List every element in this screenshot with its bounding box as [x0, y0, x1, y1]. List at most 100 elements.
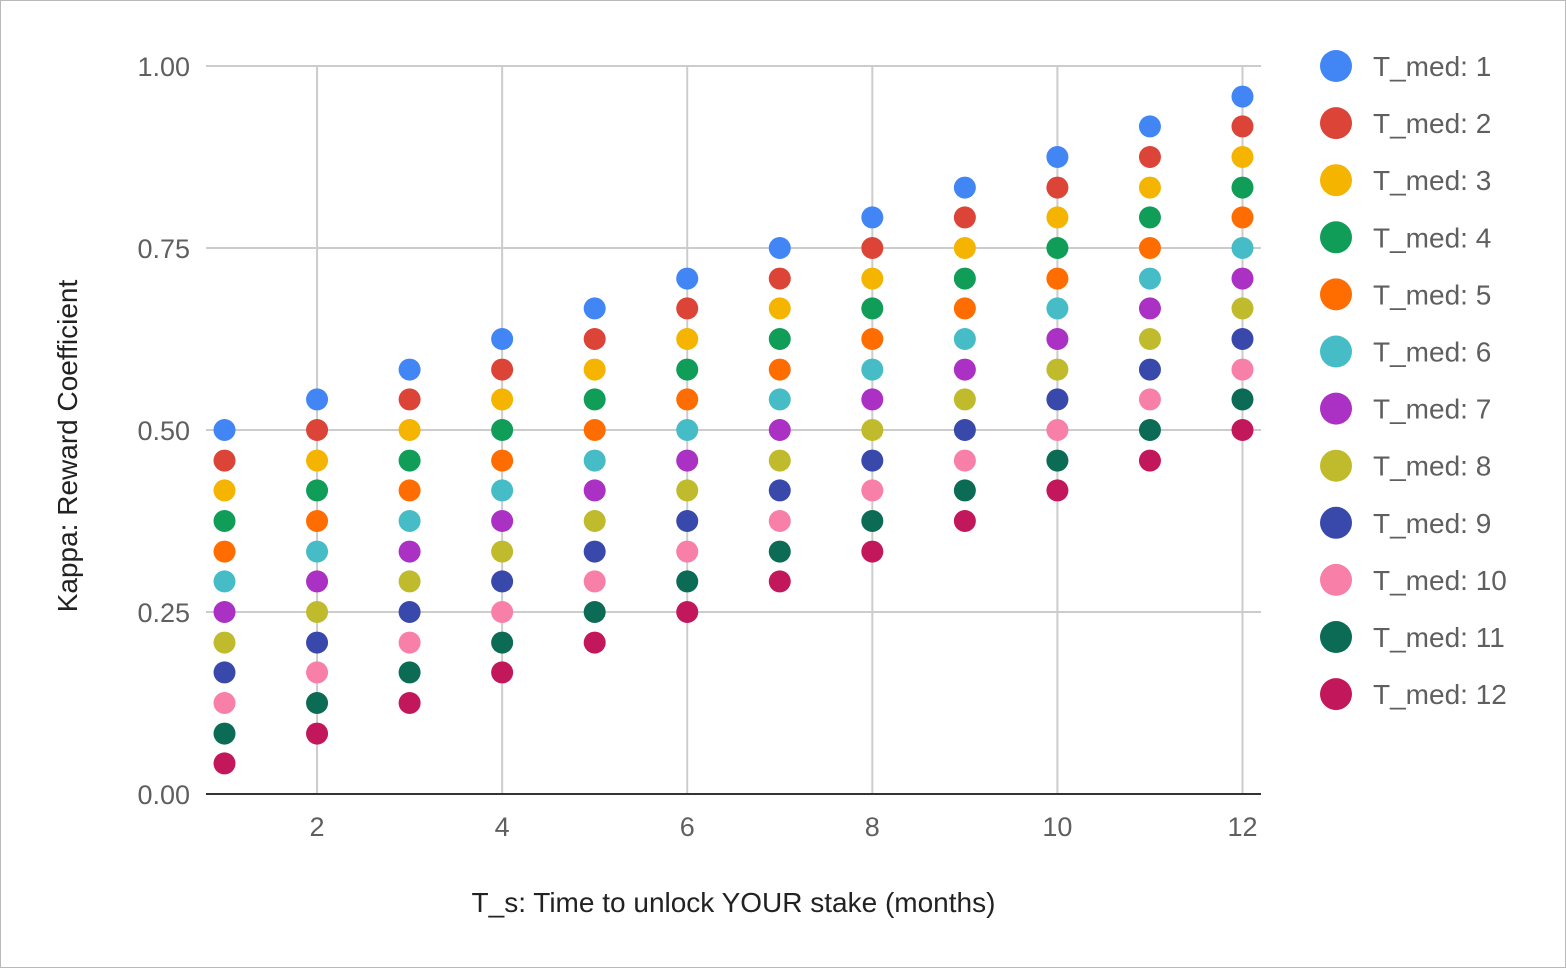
data-point: [491, 601, 514, 623]
y-tick-label: 0.75: [137, 234, 190, 264]
legend: T_med: 1 T_med: 2 T_med: 3 T_med: 4 T_med: 5…: [1320, 50, 1507, 711]
data-point: [398, 601, 421, 623]
data-point: [398, 661, 421, 684]
data-point: [213, 601, 236, 623]
data-point: [398, 692, 421, 714]
data-point: [953, 358, 976, 381]
data-point: [861, 388, 884, 411]
data-point: [1231, 358, 1254, 381]
legend-item: T_med: 6: [1320, 335, 1491, 368]
data-point: [768, 419, 791, 441]
legend-marker: [1320, 563, 1352, 596]
data-point: [583, 388, 606, 411]
data-point: [583, 419, 606, 441]
data-point: [676, 449, 699, 472]
data-point: [861, 237, 884, 259]
data-point: [1046, 267, 1069, 290]
data-point: [861, 297, 884, 320]
data-point: [861, 510, 884, 532]
data-point: [213, 661, 236, 684]
data-point: [583, 358, 606, 381]
data-point: [768, 358, 791, 381]
y-tick-label: 0.00: [137, 780, 190, 810]
data-point: [768, 449, 791, 472]
data-point: [583, 601, 606, 623]
legend-label: T_med: 2: [1373, 108, 1491, 139]
data-point: [768, 388, 791, 411]
data-point: [953, 419, 976, 441]
data-point: [1231, 85, 1254, 108]
data-point: [583, 297, 606, 320]
data-point: [491, 661, 514, 684]
legend-label: T_med: 6: [1373, 337, 1491, 368]
data-point: [1138, 176, 1161, 199]
data-point: [768, 479, 791, 502]
data-point: [1138, 206, 1161, 229]
data-point: [953, 449, 976, 472]
legend-label: T_med: 4: [1373, 222, 1491, 253]
data-point: [676, 388, 699, 411]
data-point: [1231, 328, 1254, 350]
data-point: [1231, 206, 1254, 229]
data-point: [1046, 206, 1069, 229]
legend-item: T_med: 2: [1320, 107, 1491, 140]
legend-marker: [1320, 50, 1352, 82]
legend-label: T_med: 12: [1373, 679, 1507, 710]
data-point: [306, 510, 329, 532]
gridlines: [206, 65, 1261, 794]
data-point: [1046, 419, 1069, 441]
data-point: [953, 206, 976, 229]
data-point: [768, 510, 791, 532]
data-point: [861, 449, 884, 472]
data-point: [676, 297, 699, 320]
data-point: [491, 419, 514, 441]
data-point: [491, 510, 514, 532]
data-point: [1046, 146, 1069, 168]
data-point: [1138, 297, 1161, 320]
legend-label: T_med: 3: [1373, 165, 1491, 196]
legend-item: T_med: 7: [1320, 392, 1491, 425]
data-point: [491, 540, 514, 563]
data-point: [768, 237, 791, 259]
data-point: [583, 510, 606, 532]
data-point: [1138, 419, 1161, 441]
data-point: [861, 540, 884, 563]
data-point: [583, 479, 606, 502]
data-point: [398, 540, 421, 563]
data-point: [953, 176, 976, 199]
data-point: [398, 479, 421, 502]
data-point: [953, 388, 976, 411]
data-point: [768, 570, 791, 593]
data-point: [213, 692, 236, 714]
data-point: [1046, 237, 1069, 259]
data-point: [398, 510, 421, 532]
legend-label: T_med: 5: [1373, 279, 1491, 310]
x-tick-label: 4: [495, 812, 510, 842]
data-point: [861, 206, 884, 229]
data-point: [306, 722, 329, 745]
data-point: [306, 570, 329, 593]
data-point: [768, 540, 791, 563]
y-tick-label: 0.50: [137, 416, 190, 446]
x-tick-label: 6: [680, 812, 695, 842]
legend-marker: [1320, 678, 1352, 711]
data-point: [768, 267, 791, 290]
data-point: [583, 540, 606, 563]
y-tick-label: 1.00: [137, 52, 190, 82]
data-point: [398, 631, 421, 654]
data-point: [398, 358, 421, 381]
data-point: [1231, 237, 1254, 259]
legend-marker: [1320, 335, 1352, 368]
data-point: [213, 570, 236, 593]
legend-label: T_med: 10: [1373, 565, 1507, 596]
data-point: [583, 328, 606, 350]
data-point: [1046, 176, 1069, 199]
data-point: [306, 449, 329, 472]
data-point: [953, 267, 976, 290]
data-point: [768, 328, 791, 350]
data-point: [676, 328, 699, 350]
x-tick-label: 8: [865, 812, 880, 842]
y-axis-title: Kappa: Reward Coefficient: [52, 280, 83, 613]
data-point: [213, 479, 236, 502]
